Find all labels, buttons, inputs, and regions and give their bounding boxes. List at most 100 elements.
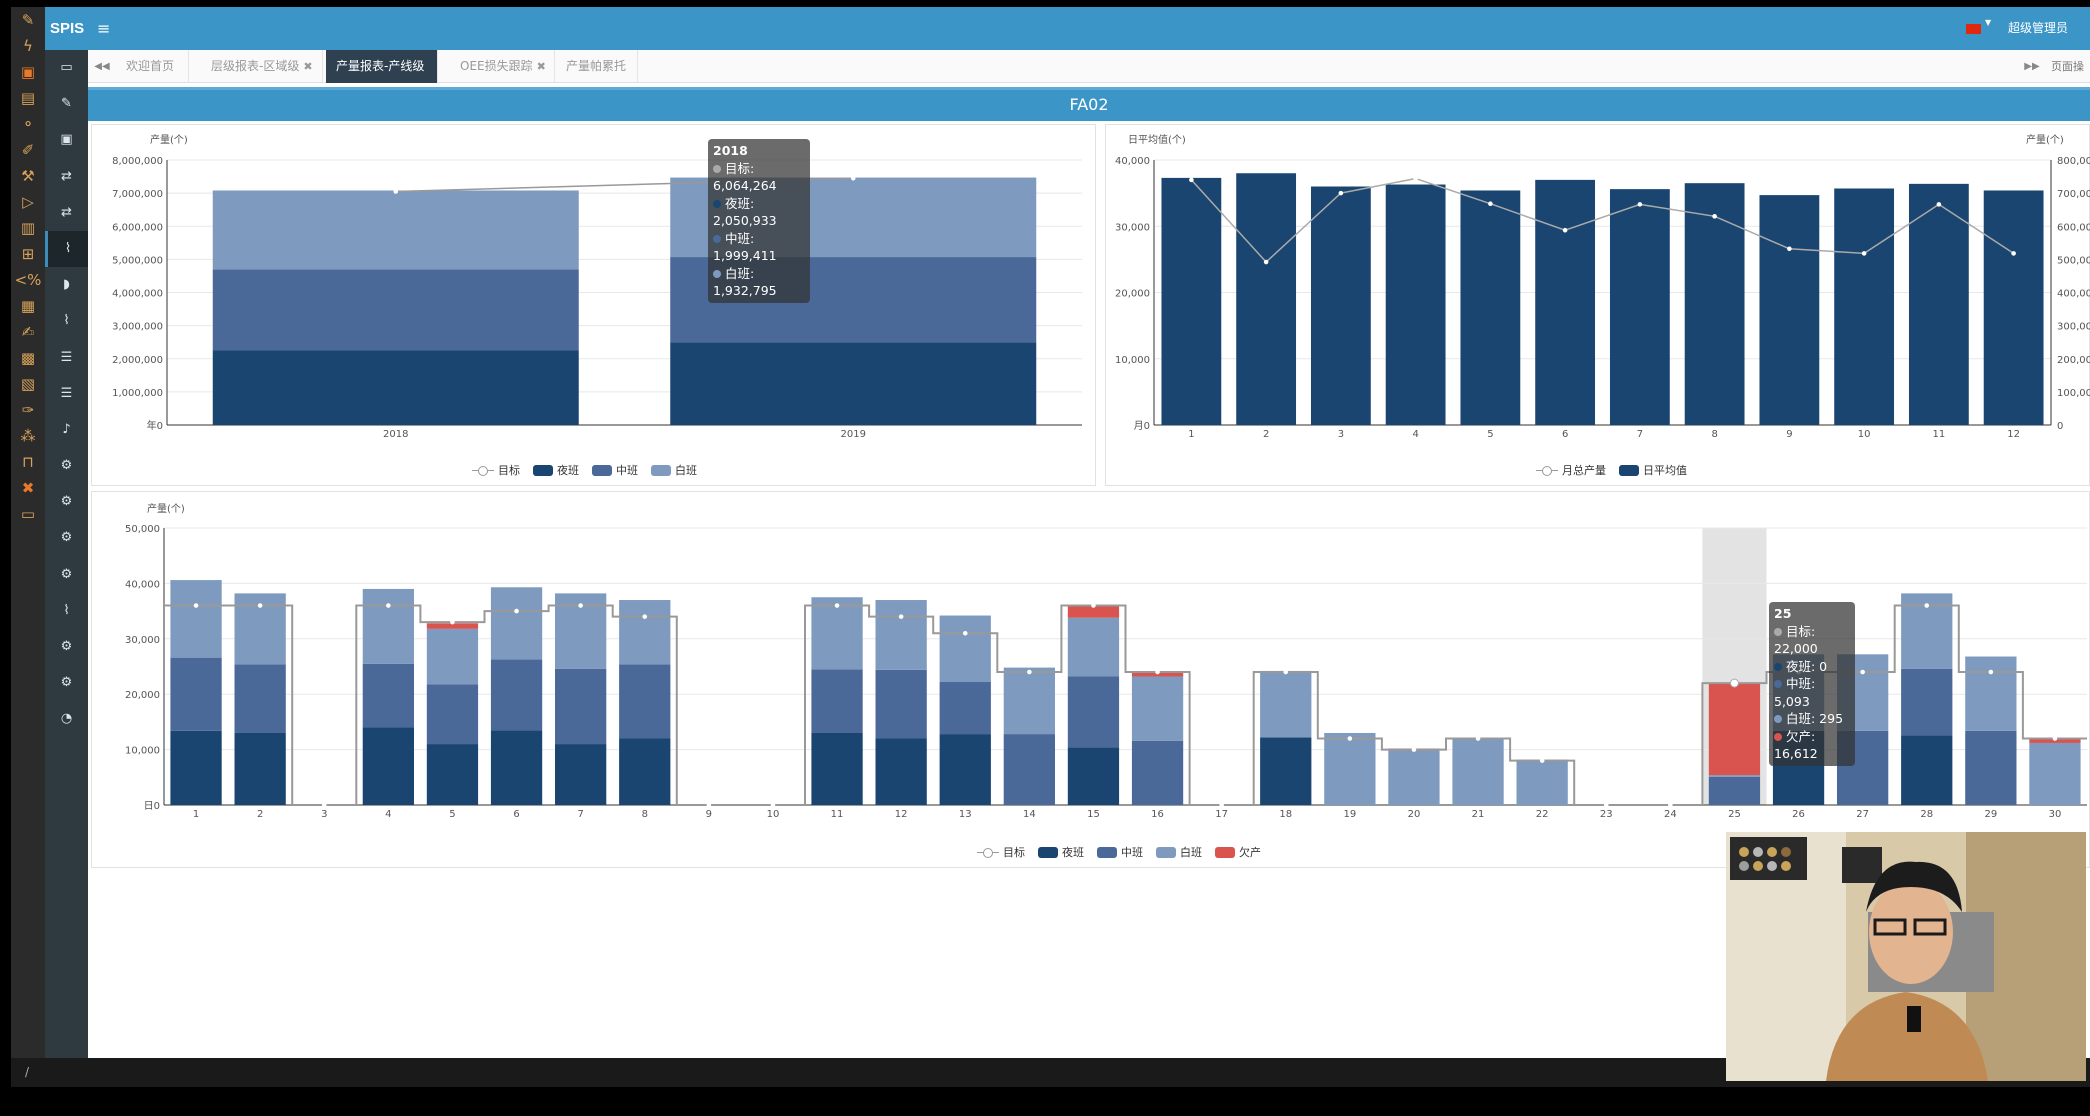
sidebar-gear-icon-2[interactable]: ⚙ bbox=[60, 494, 73, 510]
close-icon[interactable]: ✖ bbox=[536, 60, 546, 73]
sidebar-gears-icon[interactable]: ⚙ bbox=[60, 675, 73, 691]
user-menu[interactable]: 超级管理员 bbox=[2008, 21, 2069, 35]
bar-夜班 bbox=[426, 744, 479, 805]
bar-中班 bbox=[1901, 668, 1953, 736]
sidebar-dashboard-icon[interactable]: ◔ bbox=[60, 711, 73, 727]
bar-夜班 bbox=[490, 730, 543, 805]
close-icon[interactable]: ✖ bbox=[303, 60, 313, 73]
tab-output-pareto[interactable]: 产量帕累托✖ bbox=[556, 50, 638, 106]
brand-logo[interactable]: SPIS bbox=[50, 20, 85, 37]
target-point bbox=[1347, 736, 1353, 741]
tooltip-dot bbox=[1774, 627, 1782, 636]
bar-夜班 bbox=[619, 738, 671, 805]
play-icon[interactable]: ▷ bbox=[22, 193, 34, 211]
sidebar-list-icon[interactable]: ☰ bbox=[60, 349, 73, 365]
tooltip-dot bbox=[713, 199, 721, 208]
bar-中班 bbox=[362, 663, 414, 728]
target-point bbox=[1219, 802, 1224, 808]
nodes-icon[interactable]: ⚬ bbox=[21, 115, 35, 133]
tab-scroll-right-icon[interactable]: ▶▶ bbox=[2024, 61, 2040, 72]
bar-白班 bbox=[1965, 656, 2017, 731]
page-title: FA02 bbox=[1069, 95, 1109, 114]
edit-icon[interactable]: ✍ bbox=[21, 323, 35, 341]
open-book-icon[interactable]: ⊓ bbox=[22, 453, 34, 471]
wrench-icon[interactable]: ⚒ bbox=[21, 167, 35, 185]
sidebar-gear-icon-5[interactable]: ⚙ bbox=[60, 639, 73, 654]
file-chart-icon[interactable]: ▧ bbox=[20, 375, 36, 393]
sidebar-retweet-icon-2[interactable]: ⇄ bbox=[61, 204, 72, 220]
brush-icon[interactable]: ✐ bbox=[21, 141, 35, 159]
target-point bbox=[1603, 802, 1609, 808]
sidebar: ▭ ✎ ▣ ⇄ ⇄ ⌇ ◗ ⌇ ☰ ☰ ♪ ⚙ ⚙ ⚙ ⚙ ⌇ ⚙ ⚙ ◔ bbox=[45, 50, 88, 1059]
sidebar-gear-icon-4[interactable]: ⚙ bbox=[60, 566, 73, 582]
bar-夜班 bbox=[811, 732, 863, 805]
x-tick-label: 12 bbox=[2007, 429, 2020, 440]
legend-yearly-swatch bbox=[651, 464, 671, 476]
yearly-y-tick-label: 8,000,000 bbox=[112, 156, 163, 167]
lightning-icon[interactable]: ϟ bbox=[23, 37, 33, 55]
bar-中班 bbox=[555, 668, 607, 745]
sidebar-calendar-icon[interactable]: ▣ bbox=[60, 132, 73, 148]
grid-icon[interactable]: ⊞ bbox=[21, 245, 35, 263]
tab-area-report[interactable]: 层级报表-区域级 ✖ bbox=[201, 50, 323, 83]
sidebar-area-chart-icon[interactable]: ⌇ bbox=[63, 602, 70, 618]
target-point bbox=[514, 608, 519, 614]
legend-yearly-item[interactable]: 目标 bbox=[472, 462, 520, 478]
sidebar-gear-icon[interactable]: ⚙ bbox=[60, 458, 73, 474]
sidebar-edit-icon[interactable]: ✎ bbox=[61, 96, 72, 112]
target-point bbox=[850, 175, 856, 181]
legend-daily-item[interactable]: 欠产 bbox=[1215, 844, 1261, 860]
language-flag-icon[interactable] bbox=[1966, 24, 1981, 34]
tab-welcome[interactable]: 欢迎首页 bbox=[116, 50, 189, 83]
book-icon[interactable]: ▥ bbox=[20, 219, 36, 237]
menu-toggle-icon[interactable]: ≡ bbox=[97, 19, 111, 38]
bar-白班 bbox=[2029, 742, 2081, 805]
tab-line-report[interactable]: 产量报表-产线级✖ bbox=[326, 50, 438, 106]
tooltip-value: 白班: 295 bbox=[1786, 711, 1844, 726]
briefcase-icon[interactable]: ▣ bbox=[20, 63, 36, 81]
sidebar-gear-icon-3[interactable]: ⚙ bbox=[60, 530, 73, 546]
signature-icon[interactable]: ✑ bbox=[21, 401, 35, 419]
sidebar-shield-icon[interactable]: ◗ bbox=[63, 277, 70, 293]
chart-panel-daily: 产量(个) 日0 10,000 20,000 30,000 40,000 50,000 1 2 3… bbox=[91, 491, 2090, 868]
sidebar-retweet-icon[interactable]: ⇄ bbox=[61, 168, 72, 184]
cubes-icon[interactable]: ⁂ bbox=[20, 427, 36, 445]
pen-icon[interactable]: ✎ bbox=[21, 11, 35, 29]
document-icon[interactable]: ▤ bbox=[20, 89, 36, 107]
sidebar-list-icon-2[interactable]: ☰ bbox=[60, 385, 73, 401]
legend-yearly-item[interactable]: 白班 bbox=[651, 462, 697, 478]
sidebar-monitor-icon[interactable]: ▭ bbox=[60, 60, 73, 75]
legend-yearly-item[interactable]: 中班 bbox=[592, 462, 638, 478]
legend-monthly-item[interactable]: 日平均值 bbox=[1619, 462, 1687, 478]
sidebar-bell-icon[interactable]: ♪ bbox=[62, 421, 71, 437]
bar-夜班 bbox=[170, 730, 222, 805]
legend-monthly-item[interactable]: 月总产量 bbox=[1536, 462, 1606, 478]
bar-中班 bbox=[811, 669, 863, 733]
yearly-output-chart[interactable]: 产量(个) 年0 1,000,000 2,000,000 3,000,000 4,000,… bbox=[92, 125, 1097, 487]
tools-icon[interactable]: ✖ bbox=[21, 479, 35, 497]
code-icon[interactable]: <% bbox=[14, 271, 42, 289]
presentation-icon[interactable]: ▦ bbox=[20, 297, 36, 315]
tab-scroll-left-icon[interactable]: ◀◀ bbox=[94, 61, 110, 72]
caret-down-icon[interactable]: ▼ bbox=[1985, 18, 1992, 27]
top-navbar: SPIS ≡ ▼ 超级管理员 bbox=[45, 7, 2090, 50]
comment-icon[interactable]: ▭ bbox=[20, 505, 36, 523]
legend-daily-item[interactable]: 夜班 bbox=[1038, 844, 1084, 860]
sidebar-line-chart-icon[interactable]: ⌇ bbox=[63, 313, 70, 329]
bar-白班 bbox=[1452, 738, 1504, 805]
tab-oee-loss[interactable]: OEE损失跟踪 ✖ bbox=[450, 50, 555, 83]
tooltip-rows: 目标: 22,000 夜班: 0 中班: 5,093 白班: 295 欠产: 16,61… bbox=[1774, 623, 1850, 763]
calendar-icon[interactable]: ▩ bbox=[20, 349, 36, 367]
bar-monthly bbox=[1908, 183, 1969, 425]
legend-daily-item[interactable]: 目标 bbox=[977, 844, 1025, 860]
legend-daily-item[interactable]: 白班 bbox=[1156, 844, 1202, 860]
monthly-output-chart[interactable]: 日平均值(个) 产量(个) 月0 10,000 20,000 30,000 40,000 0 1… bbox=[1106, 125, 2090, 487]
y-right-tick-label: 800,000 bbox=[2057, 156, 2090, 167]
legend-daily-item[interactable]: 中班 bbox=[1097, 844, 1143, 860]
legend-yearly-item[interactable]: 夜班 bbox=[533, 462, 579, 478]
bar-monthly bbox=[1460, 190, 1521, 425]
sidebar-chart-icon[interactable]: ⌇ bbox=[45, 230, 88, 268]
tooltip-title: 2018 bbox=[713, 143, 748, 158]
